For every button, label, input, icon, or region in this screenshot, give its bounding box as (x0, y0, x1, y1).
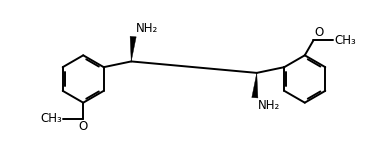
Text: NH₂: NH₂ (258, 99, 280, 112)
Polygon shape (130, 36, 136, 61)
Text: CH₃: CH₃ (335, 34, 357, 47)
Polygon shape (252, 73, 258, 98)
Text: CH₃: CH₃ (40, 112, 62, 125)
Text: O: O (79, 120, 88, 133)
Text: O: O (314, 26, 323, 39)
Text: NH₂: NH₂ (136, 22, 158, 35)
